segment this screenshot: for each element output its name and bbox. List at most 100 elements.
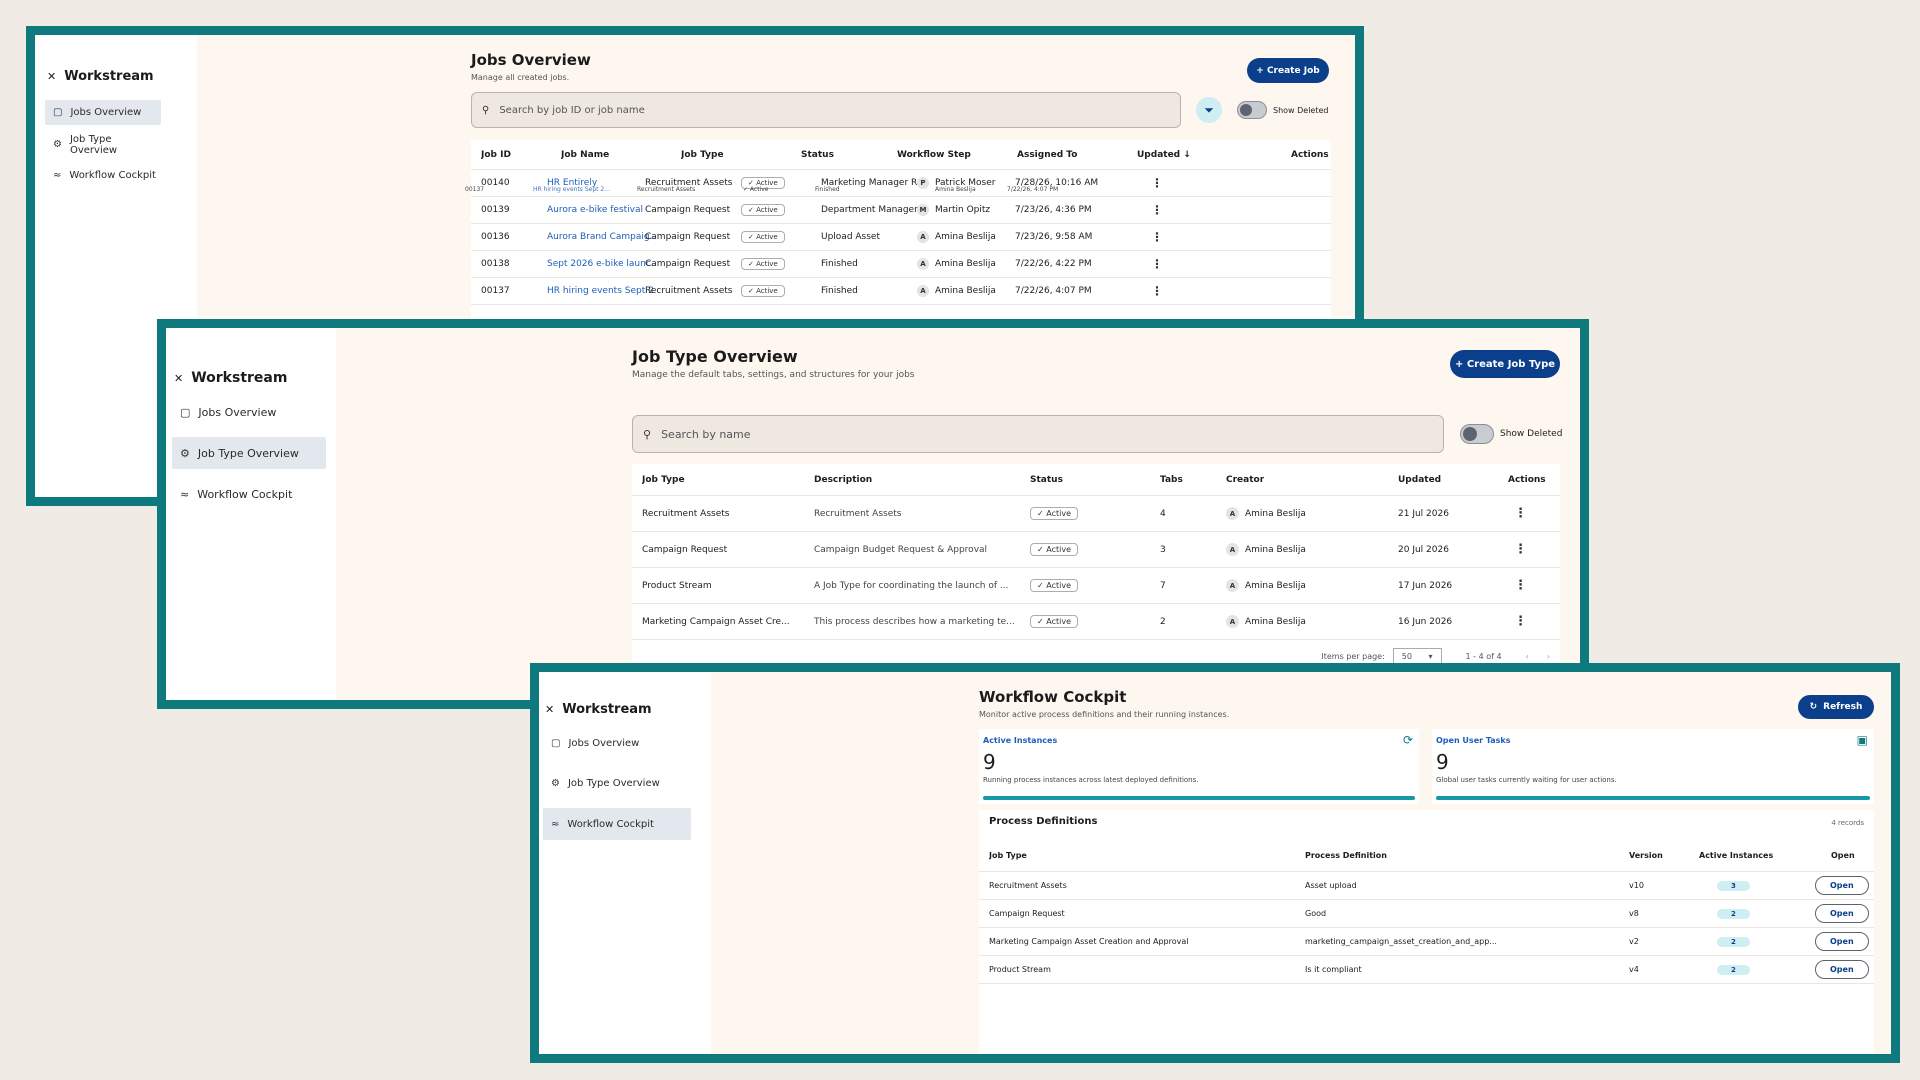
col-description: Description xyxy=(814,474,873,485)
open-button[interactable]: Open xyxy=(1815,960,1869,979)
col-version: Version xyxy=(1629,851,1663,860)
active-instances-count: 3 xyxy=(1717,880,1750,891)
open-button[interactable]: Open xyxy=(1815,876,1869,895)
more-actions-icon[interactable]: ⋮ xyxy=(1151,257,1163,271)
more-actions-icon[interactable]: ⋮ xyxy=(1514,614,1527,629)
more-actions-icon[interactable]: ⋮ xyxy=(1151,203,1163,217)
col-assigned-to[interactable]: Assigned To xyxy=(1017,149,1078,160)
sidebar-item-workflow-cockpit[interactable]: ≈ Workflow Cockpit xyxy=(180,487,293,501)
more-actions-icon[interactable]: ⋮ xyxy=(1514,506,1527,521)
tabs-count: 4 xyxy=(1160,508,1166,519)
job-name-link[interactable]: Aurora e-bike festival xyxy=(547,205,643,215)
more-actions-icon[interactable]: ⋮ xyxy=(1151,230,1163,244)
sidebar-item-job-type-overview[interactable]: ⚙ Job Type Overview xyxy=(53,133,118,156)
job-type-description: Campaign Budget Request & Approval xyxy=(814,544,988,555)
process-definition: marketing_campaign_asset_creation_and_ap… xyxy=(1305,937,1497,946)
job-type: Campaign Request xyxy=(645,259,731,269)
col-updated[interactable]: Updated ↓ xyxy=(1137,149,1191,160)
table-row[interactable]: 00139 Aurora e-bike festival Campaign Requ… xyxy=(471,197,1331,224)
chart-icon: ≈ xyxy=(551,818,560,830)
show-deleted-toggle[interactable]: Show Deleted xyxy=(1460,424,1562,444)
create-job-type-button[interactable]: + Create Job Type xyxy=(1450,350,1560,378)
open-user-tasks-bar xyxy=(1436,796,1870,800)
tabs-count: 2 xyxy=(1160,616,1166,627)
toggle-switch[interactable] xyxy=(1237,101,1267,119)
sidebar: ✕ Workstream ▢ Jobs Overview ⚙ Job Type … xyxy=(35,35,197,497)
show-deleted-toggle[interactable]: Show Deleted xyxy=(1237,101,1329,119)
job-type-name[interactable]: Recruitment Assets xyxy=(642,508,730,519)
tabs-count: 7 xyxy=(1160,580,1166,591)
col-tabs: Tabs xyxy=(1160,474,1183,485)
sync-icon[interactable]: ⟳ xyxy=(1402,733,1413,747)
sidebar-item-job-type-overview[interactable]: ⚙ Job Type Overview xyxy=(172,437,326,469)
prev-page-icon[interactable]: ‹ xyxy=(1525,652,1529,661)
table-row[interactable]: Product Stream A Job Type for coordinatin… xyxy=(632,568,1560,604)
table-header: Job Type Process Definition Version Acti… xyxy=(979,840,1874,872)
more-actions-icon[interactable]: ⋮ xyxy=(1151,284,1163,298)
page-title: Job Type Overview xyxy=(632,347,798,366)
active-instances-card: Active Instances ⟳ 9 Running process ins… xyxy=(979,729,1419,804)
chevron-down-icon: ▾ xyxy=(1428,652,1433,661)
updated-date: 7/22/26, 4:22 PM xyxy=(1015,259,1092,269)
col-open: Open xyxy=(1831,851,1855,860)
assignee-name: Amina Beslija xyxy=(935,259,996,269)
table-row[interactable]: Marketing Campaign Asset Cre... This proc… xyxy=(632,604,1560,640)
chart-icon: ≈ xyxy=(180,487,190,501)
filter-button[interactable]: ⏷ xyxy=(1196,97,1222,123)
job-type-name[interactable]: Marketing Campaign Asset Cre... xyxy=(642,616,790,627)
sidebar: ✕ Workstream ▢ Jobs Overview ⚙ Job Type … xyxy=(166,328,336,700)
assignee-name: Amina Beslija xyxy=(935,232,996,242)
job-name-link[interactable]: HR hiring events Sept 2... xyxy=(547,286,655,296)
table-row[interactable]: 00137 HR hiring events Sept 2... Recruitme… xyxy=(471,278,1331,305)
table-row[interactable]: 00140 HR Entirely Recruitment Assets ✓ Acti… xyxy=(471,170,1331,197)
table-header: Job ID Job Name Job Type Status Workflow… xyxy=(471,140,1331,170)
table-row: Marketing Campaign Asset Creation and Ap… xyxy=(979,928,1874,956)
job-type-name[interactable]: Campaign Request xyxy=(642,544,728,555)
next-page-icon[interactable]: › xyxy=(1546,652,1550,661)
table-row[interactable]: 00138 Sept 2026 e-bike launc... Campaign R… xyxy=(471,251,1331,278)
status-badge: ✓ Active xyxy=(741,204,785,216)
table-row[interactable]: 00136 Aurora Brand Campaig... Campaign Req… xyxy=(471,224,1331,251)
table-row: Recruitment Assets Asset upload v10 3 Open xyxy=(979,872,1874,900)
status-badge: ✓ Active xyxy=(1030,615,1078,628)
job-type-name[interactable]: Product Stream xyxy=(642,580,712,591)
sidebar-item-workflow-cockpit[interactable]: ≈ Workflow Cockpit xyxy=(543,808,691,840)
sidebar-item-jobs-overview[interactable]: ▢ Jobs Overview xyxy=(551,737,640,749)
active-instances-bar xyxy=(983,796,1415,800)
avatar: A xyxy=(1226,615,1239,628)
toggle-switch[interactable] xyxy=(1460,424,1494,444)
workflow-step: Finished xyxy=(821,259,858,269)
briefcase-icon: ▢ xyxy=(551,737,561,749)
job-name-link[interactable]: HR Entirely xyxy=(547,178,598,188)
job-type-name: Campaign Request xyxy=(989,909,1065,918)
more-actions-icon[interactable]: ⋮ xyxy=(1514,578,1527,593)
card-description: Global user tasks currently waiting for … xyxy=(1436,776,1617,784)
sidebar-item-workflow-cockpit[interactable]: ≈ Workflow Cockpit xyxy=(53,170,156,181)
search-input[interactable]: ⚲ Search by job ID or job name xyxy=(471,92,1181,128)
job-name-link[interactable]: Sept 2026 e-bike launc... xyxy=(547,259,655,269)
sidebar-item-jobs-overview[interactable]: ▢ Jobs Overview xyxy=(45,100,161,125)
job-name-link[interactable]: Aurora Brand Campaig... xyxy=(547,232,655,242)
gear-icon: ⚙ xyxy=(551,777,560,789)
table-row[interactable]: Recruitment Assets Recruitment Assets ✓ Ac… xyxy=(632,496,1560,532)
open-button[interactable]: Open xyxy=(1815,932,1869,951)
sidebar-item-jobs-overview[interactable]: ▢ Jobs Overview xyxy=(180,405,277,419)
search-input[interactable]: ⚲ Search by name xyxy=(632,415,1444,453)
version: v4 xyxy=(1629,965,1639,974)
avatar: A xyxy=(1226,579,1239,592)
more-actions-icon[interactable]: ⋮ xyxy=(1514,542,1527,557)
create-job-button[interactable]: + Create Job xyxy=(1247,58,1329,83)
job-type-name: Marketing Campaign Asset Creation and Ap… xyxy=(989,937,1189,946)
updated-date: 17 Jun 2026 xyxy=(1398,580,1453,591)
records-count: 4 records xyxy=(1831,819,1864,827)
status-badge: ✓ Active xyxy=(741,285,785,297)
table-row[interactable]: Campaign Request Campaign Budget Request … xyxy=(632,532,1560,568)
open-button[interactable]: Open xyxy=(1815,904,1869,923)
refresh-button[interactable]: ↻ Refresh xyxy=(1798,695,1874,719)
status-badge: ✓ Active xyxy=(1030,579,1078,592)
sidebar-item-job-type-overview[interactable]: ⚙ Job Type Overview xyxy=(551,777,660,789)
more-actions-icon[interactable]: ⋮ xyxy=(1151,176,1163,190)
updated-date: 7/22/26, 4:07 PM xyxy=(1015,286,1092,296)
task-list-icon[interactable]: ▣ xyxy=(1856,733,1868,747)
process-definition: Asset upload xyxy=(1305,881,1357,890)
